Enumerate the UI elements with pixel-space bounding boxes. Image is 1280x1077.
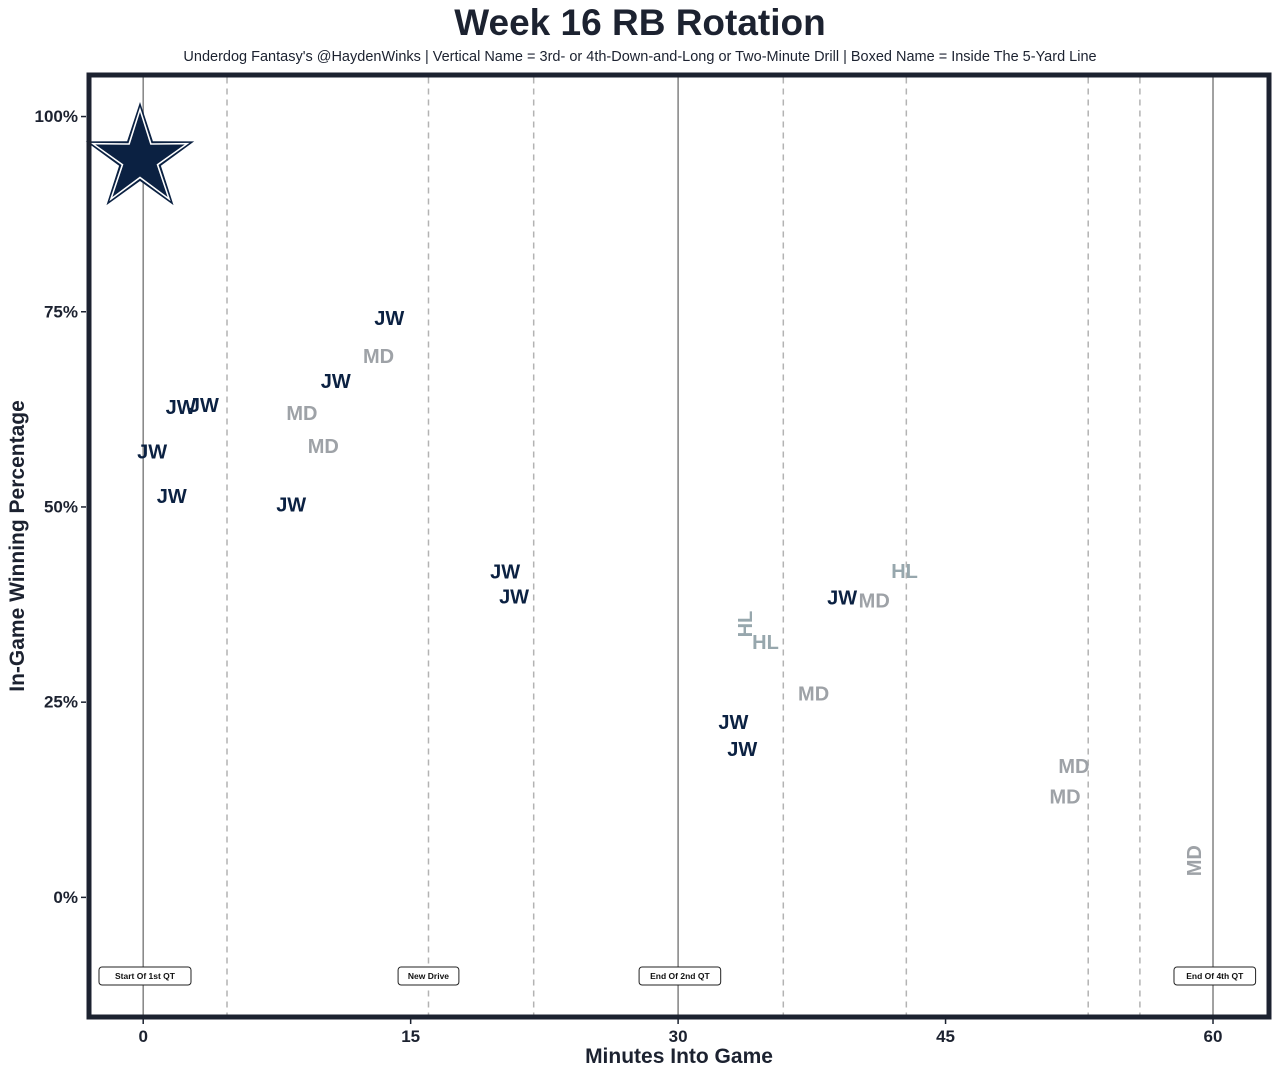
player-label-jw: JW (321, 371, 351, 393)
player-label-jw: JW (137, 441, 167, 463)
player-label-hl: HL (735, 611, 757, 638)
y-tick-label: 0% (53, 888, 78, 907)
player-label-md: MD (1184, 845, 1206, 876)
y-axis-label: In-Game Winning Percentage (6, 400, 29, 692)
annotation-box (98, 966, 192, 986)
x-axis-ticks: 0 15 30 45 60 (138, 1019, 1222, 1046)
player-label-jw: JW (490, 562, 520, 584)
player-label-md: MD (1049, 786, 1080, 808)
player-label-md: MD (308, 436, 339, 458)
event-annotations: Start Of 1st QT New Drive End Of 2nd QT End… (98, 966, 1257, 986)
player-label-jw: JW (157, 486, 187, 508)
annotation-label: End Of 2nd QT (650, 971, 710, 981)
player-label-jw: JW (166, 397, 196, 419)
x-tick-label: 45 (936, 1027, 955, 1046)
annotation-box (1173, 966, 1257, 986)
quarter-lines (142, 77, 1214, 1015)
player-label-md: MD (363, 346, 394, 368)
plot-frame (86, 72, 1272, 1020)
annotation-label: Start Of 1st QT (115, 971, 176, 981)
player-label-jw: JW (827, 587, 857, 609)
player-label-md: MD (859, 590, 890, 612)
player-label-hl: HL (891, 561, 918, 583)
annotation-label: End Of 4th QT (1186, 971, 1244, 981)
x-tick-label: 60 (1204, 1027, 1223, 1046)
player-label-md: MD (798, 683, 829, 705)
player-label-hl: HL (752, 632, 779, 654)
y-tick-label: 25% (44, 693, 78, 712)
x-tick-label: 0 (138, 1027, 147, 1046)
chart-title: Week 16 RB Rotation (454, 2, 826, 43)
player-label-md: MD (286, 403, 317, 425)
player-label-jw: JW (718, 712, 748, 734)
chart-subtitle: Underdog Fantasy's @HaydenWinks | Vertic… (183, 49, 1097, 65)
y-tick-label: 75% (44, 302, 78, 321)
y-tick-label: 100% (35, 107, 78, 126)
player-label-jw: JW (499, 587, 529, 609)
y-axis-ticks: 0% 25% 50% 75% 100% (35, 107, 86, 907)
drive-lines (226, 77, 1141, 1015)
y-tick-label: 50% (44, 497, 78, 516)
player-label-jw: JW (727, 739, 757, 761)
x-tick-label: 15 (401, 1027, 420, 1046)
x-tick-label: 30 (669, 1027, 688, 1046)
star-logo-icon (85, 102, 195, 206)
player-label-md: MD (1058, 756, 1089, 778)
player-label-jw: JW (276, 494, 306, 516)
annotation-box (397, 966, 460, 986)
star-inner (95, 112, 185, 197)
player-label-jw: JW (189, 395, 219, 417)
annotation-box (638, 966, 722, 986)
player-label-jw: JW (374, 308, 404, 330)
annotation-label: New Drive (408, 971, 449, 981)
x-axis-label: Minutes Into Game (585, 1045, 773, 1068)
